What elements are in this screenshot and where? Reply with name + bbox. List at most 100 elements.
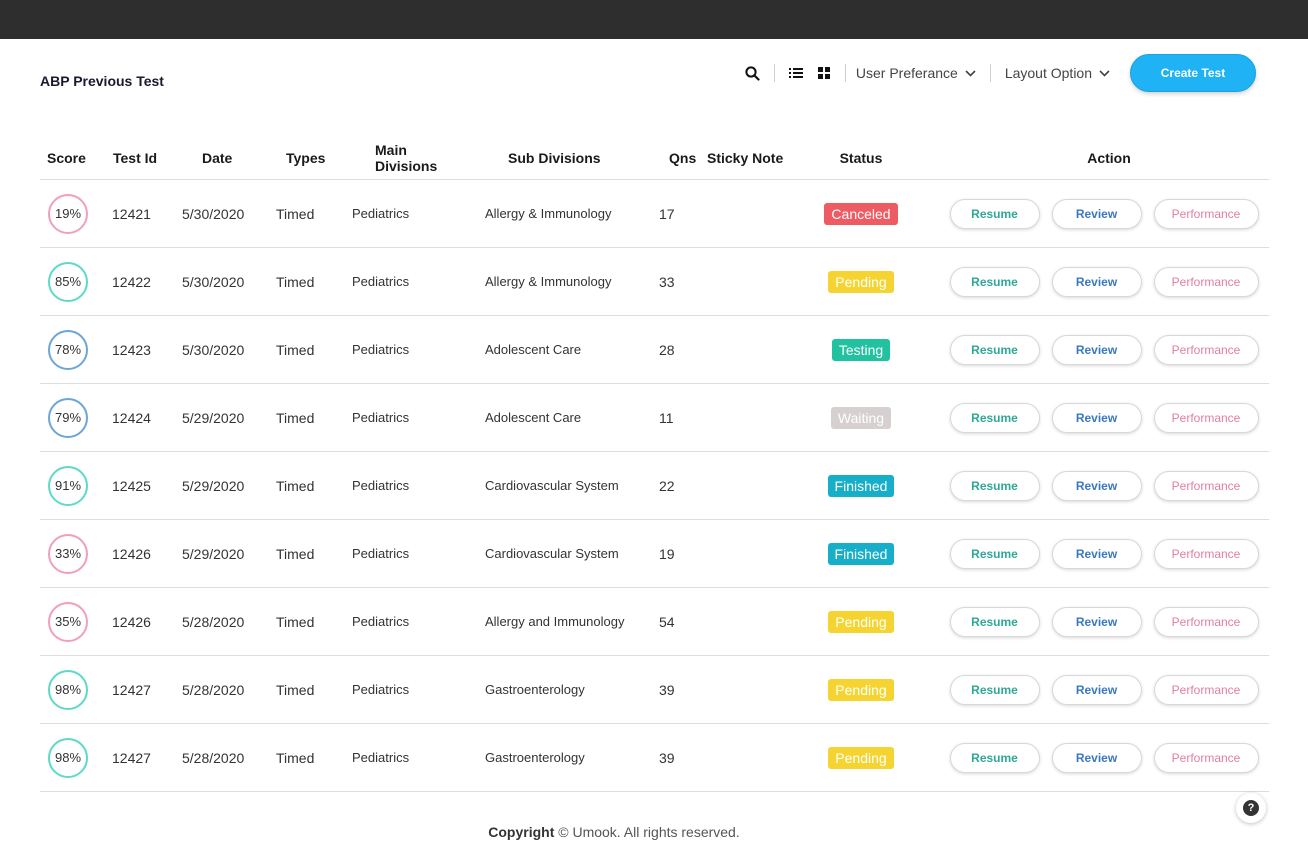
- resume-button[interactable]: Resume: [949, 674, 1040, 705]
- column-header-test-id: Test Id: [113, 150, 158, 166]
- test-type: Timed: [276, 205, 315, 222]
- grid-view-icon[interactable]: [813, 62, 835, 84]
- performance-button[interactable]: Performance: [1153, 606, 1259, 637]
- resume-button[interactable]: Resume: [949, 334, 1040, 365]
- resume-button[interactable]: Resume: [949, 198, 1040, 229]
- performance-button[interactable]: Performance: [1153, 538, 1259, 569]
- action-cell: Resume Review Performance: [921, 198, 1269, 229]
- resume-button[interactable]: Resume: [949, 742, 1040, 773]
- performance-button[interactable]: Performance: [1153, 334, 1259, 365]
- score-cell: 78%: [40, 329, 98, 370]
- main-division: Pediatrics: [352, 682, 410, 697]
- review-button[interactable]: Review: [1051, 334, 1142, 365]
- review-button[interactable]: Review: [1051, 742, 1142, 773]
- sub-division: Gastroenterology: [485, 750, 585, 765]
- test-id: 12422: [112, 273, 151, 290]
- toolbar: User Preferance Layout Option Create Tes…: [742, 54, 1256, 92]
- resume-button[interactable]: Resume: [949, 606, 1040, 637]
- table-header: Score Test Id Date Types Main Divisions …: [40, 137, 1269, 180]
- status-badge: Canceled: [824, 202, 898, 225]
- status-badge: Pending: [828, 678, 894, 701]
- question-count: 17: [659, 205, 675, 222]
- status-cell: Canceled: [801, 202, 921, 225]
- column-header-qns: Qns: [669, 150, 697, 166]
- test-date: 5/30/2020: [182, 205, 245, 222]
- question-count: 11: [659, 409, 674, 426]
- column-header-score: Score: [47, 150, 86, 166]
- review-button[interactable]: Review: [1051, 198, 1142, 229]
- resume-button[interactable]: Resume: [949, 402, 1040, 433]
- test-type: Timed: [276, 409, 315, 426]
- status-cell: Testing: [801, 338, 921, 361]
- test-type: Timed: [276, 681, 315, 698]
- performance-button[interactable]: Performance: [1153, 470, 1259, 501]
- score-ring: 35%: [48, 601, 88, 642]
- score-ring: 85%: [48, 261, 88, 302]
- layout-option-label: Layout Option: [1004, 65, 1092, 81]
- toolbar-divider: [844, 64, 846, 82]
- score-value: 79%: [54, 410, 82, 425]
- action-cell: Resume Review Performance: [921, 334, 1269, 365]
- test-id: 12426: [112, 613, 151, 630]
- review-button[interactable]: Review: [1051, 606, 1142, 637]
- performance-button[interactable]: Performance: [1153, 402, 1259, 433]
- user-preference-label: User Preferance: [855, 65, 958, 81]
- review-button[interactable]: Review: [1051, 266, 1142, 297]
- footer: Copyright © Umook. All rights reserved.: [0, 824, 1228, 840]
- tests-table: Score Test Id Date Types Main Divisions …: [40, 137, 1269, 792]
- main-division: Pediatrics: [352, 274, 410, 289]
- table-row: 91% 12425 5/29/2020 Timed Pediatrics Cardiova…: [40, 452, 1269, 520]
- review-button[interactable]: Review: [1051, 470, 1142, 501]
- test-date: 5/30/2020: [182, 341, 245, 358]
- user-preference-dropdown[interactable]: User Preferance: [856, 65, 976, 81]
- test-id: 12425: [112, 477, 151, 494]
- table-row: 78% 12423 5/30/2020 Timed Pediatrics Adolesce…: [40, 316, 1269, 384]
- status-cell: Pending: [801, 270, 921, 293]
- score-cell: 19%: [40, 193, 98, 234]
- question-count: 33: [659, 273, 675, 290]
- table-row: 33% 12426 5/29/2020 Timed Pediatrics Cardiova…: [40, 520, 1269, 588]
- review-button[interactable]: Review: [1051, 402, 1142, 433]
- resume-button[interactable]: Resume: [949, 538, 1040, 569]
- chevron-down-icon: [965, 69, 976, 77]
- test-date: 5/28/2020: [182, 749, 245, 766]
- score-value: 85%: [54, 274, 82, 289]
- table-row: 85% 12422 5/30/2020 Timed Pediatrics Allergy …: [40, 248, 1269, 316]
- test-date: 5/28/2020: [182, 681, 245, 698]
- resume-button[interactable]: Resume: [949, 470, 1040, 501]
- score-value: 35%: [54, 614, 82, 629]
- test-id: 12424: [112, 409, 151, 426]
- score-value: 91%: [54, 478, 82, 493]
- score-cell: 79%: [40, 397, 98, 438]
- status-badge: Waiting: [830, 406, 892, 429]
- question-count: 54: [659, 613, 675, 630]
- sub-division: Cardiovascular System: [485, 546, 619, 561]
- performance-button[interactable]: Performance: [1153, 266, 1259, 297]
- performance-button[interactable]: Performance: [1153, 742, 1259, 773]
- main-division: Pediatrics: [352, 206, 410, 221]
- question-count: 22: [659, 477, 675, 494]
- status-badge: Pending: [828, 610, 894, 633]
- review-button[interactable]: Review: [1051, 538, 1142, 569]
- status-cell: Finished: [801, 542, 921, 565]
- layout-option-dropdown[interactable]: Layout Option: [1005, 65, 1110, 81]
- search-icon[interactable]: [742, 62, 764, 84]
- question-count: 39: [659, 749, 675, 766]
- question-count: 19: [659, 545, 675, 562]
- action-cell: Resume Review Performance: [921, 266, 1269, 297]
- performance-button[interactable]: Performance: [1153, 674, 1259, 705]
- question-count: 39: [659, 681, 675, 698]
- list-view-icon[interactable]: [785, 62, 807, 84]
- performance-button[interactable]: Performance: [1153, 198, 1259, 229]
- review-button[interactable]: Review: [1051, 674, 1142, 705]
- score-cell: 85%: [40, 261, 98, 302]
- sub-division: Allergy & Immunology: [485, 206, 612, 221]
- action-cell: Resume Review Performance: [921, 674, 1269, 705]
- status-cell: Pending: [801, 746, 921, 769]
- resume-button[interactable]: Resume: [949, 266, 1040, 297]
- sub-division: Allergy and Immunology: [485, 614, 625, 629]
- action-cell: Resume Review Performance: [921, 742, 1269, 773]
- help-button[interactable]: ?: [1236, 793, 1266, 823]
- test-type: Timed: [276, 273, 315, 290]
- create-test-button[interactable]: Create Test: [1130, 54, 1256, 92]
